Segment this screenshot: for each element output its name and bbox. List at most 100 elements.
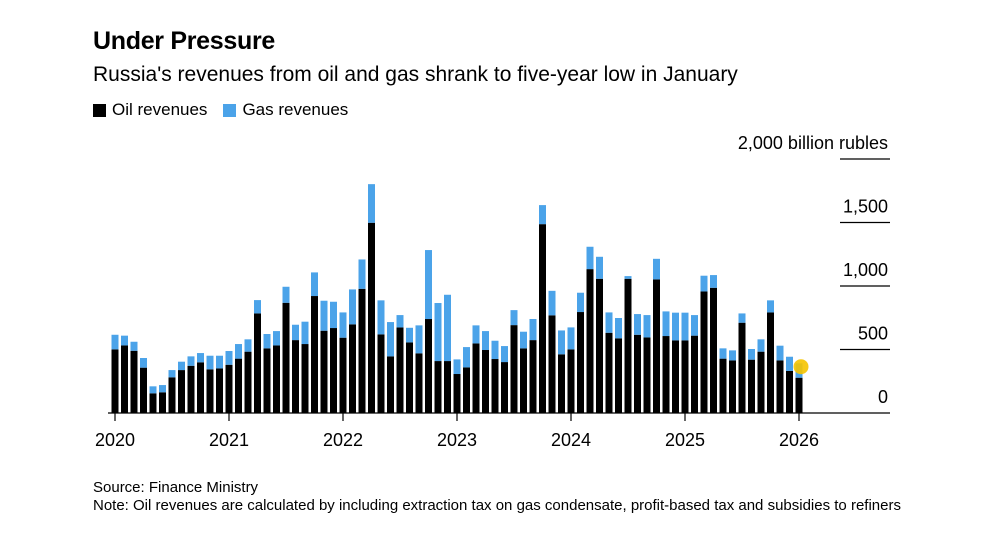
bar-gas (719, 348, 727, 359)
bar-oil (510, 325, 518, 413)
bar-gas (539, 205, 546, 225)
bar-oil (292, 340, 299, 413)
x-tick-label: 2025 (665, 430, 705, 450)
bar-gas (235, 344, 242, 359)
bar-gas (377, 300, 385, 335)
y-axis-unit-label: 2,000 billion rubles (738, 133, 888, 153)
bar-gas (244, 339, 252, 352)
x-tick-label: 2023 (437, 430, 477, 450)
bar-oil (282, 302, 290, 413)
bar-oil (529, 340, 537, 413)
legend-label-gas: Gas revenues (242, 100, 349, 119)
bar-oil (672, 340, 679, 413)
bar-gas (596, 256, 603, 279)
bar-oil (548, 315, 556, 413)
bar-oil (738, 322, 746, 413)
legend-item-oil: Oil revenues (93, 100, 207, 120)
bar-gas (444, 294, 451, 362)
bar-oil (425, 319, 432, 413)
latest-value-marker (793, 359, 809, 375)
bar-oil (472, 343, 480, 413)
bar-oil (168, 377, 176, 413)
bar-oil (624, 278, 632, 413)
bar-gas (510, 310, 518, 326)
bar-oil (776, 360, 784, 413)
bar-gas (472, 325, 480, 344)
bar-oil (415, 353, 423, 413)
bar-gas (548, 290, 556, 316)
bar-gas (748, 348, 755, 360)
bar-oil (605, 332, 613, 413)
bar-gas (168, 370, 176, 378)
bar-oil (662, 336, 670, 413)
bar-oil (396, 327, 404, 413)
bar-gas (624, 276, 632, 279)
bar-gas (501, 346, 508, 363)
bar-oil (330, 328, 337, 413)
bar-gas (615, 318, 622, 339)
legend: Oil revenues Gas revenues (93, 100, 348, 120)
legend-swatch-oil (93, 103, 106, 117)
bar-gas (643, 315, 651, 338)
y-tick-label: 1,000 (843, 260, 888, 280)
bar-oil (225, 364, 233, 413)
bar-gas (738, 313, 746, 323)
bar-gas (710, 275, 717, 288)
bar-oil (311, 296, 318, 413)
chart-subtitle: Russia's revenues from oil and gas shran… (93, 63, 738, 86)
bar-gas (662, 311, 670, 337)
bar-oil (491, 359, 499, 413)
bar-oil (710, 287, 717, 413)
bar-gas (406, 327, 413, 343)
bar-gas (263, 334, 271, 349)
bar-oil (434, 361, 442, 413)
bar-gas (700, 275, 708, 292)
bar-oil (320, 330, 328, 413)
legend-item-gas: Gas revenues (223, 100, 348, 120)
bar-oil (216, 368, 223, 413)
bar-gas (178, 361, 185, 371)
bar-gas (415, 325, 423, 354)
bar-gas (206, 355, 214, 370)
bar-gas (558, 330, 565, 355)
bar-gas (634, 314, 641, 335)
bar-gas (786, 356, 793, 371)
bar-gas (691, 315, 698, 336)
bar-oil (567, 349, 575, 413)
legend-label-oil: Oil revenues (112, 100, 208, 119)
bar-oil (453, 374, 461, 413)
y-tick-label: 0 (878, 387, 888, 407)
bar-oil (691, 335, 698, 413)
bar-gas (339, 312, 347, 338)
bar-oil (681, 340, 689, 413)
bar-gas (111, 334, 119, 350)
bar-gas (434, 303, 442, 362)
bar-oil (206, 369, 214, 413)
bar-gas (197, 353, 204, 363)
bar-gas (387, 322, 394, 357)
bar-oil (273, 345, 280, 413)
bar-gas (577, 292, 584, 313)
bar-oil (244, 351, 252, 413)
bar-gas (520, 331, 527, 349)
bar-gas (273, 331, 280, 346)
bar-gas (349, 289, 356, 325)
bar-oil (463, 367, 470, 413)
bar-oil (577, 312, 584, 413)
bar-gas (567, 327, 575, 350)
bar-gas (529, 319, 537, 341)
bar-gas (653, 258, 660, 280)
bar-gas (767, 300, 774, 313)
bar-oil (349, 324, 356, 413)
bar-oil (178, 370, 185, 413)
bar-oil (596, 278, 603, 413)
bar-oil (121, 345, 128, 413)
bar-oil (748, 359, 755, 413)
x-tick-label: 2022 (323, 430, 363, 450)
chart-title: Under Pressure (93, 27, 275, 55)
bar-oil (235, 358, 242, 413)
bar-oil (558, 354, 565, 413)
bar-gas (358, 259, 366, 289)
bar-oil (767, 312, 774, 413)
